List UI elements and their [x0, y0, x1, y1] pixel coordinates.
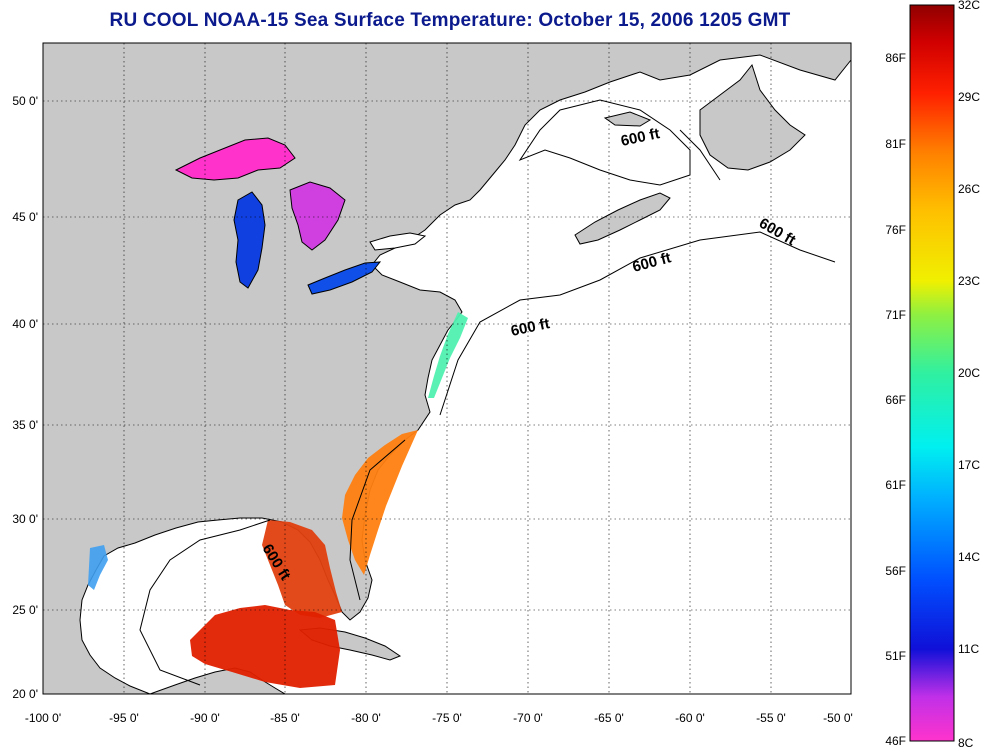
- lat-tick: 30 0': [12, 512, 38, 526]
- sst-texas-coast: [88, 545, 108, 590]
- lon-tick: -85 0': [270, 711, 300, 725]
- lon-tick: -100 0': [25, 711, 61, 725]
- lon-tick: -95 0': [109, 711, 139, 725]
- colorbar-f-label: 76F: [885, 223, 906, 237]
- colorbar-f-label: 81F: [885, 137, 906, 151]
- sst-gulf-south: [190, 605, 340, 688]
- colorbar-c-label: 8C: [958, 736, 974, 750]
- lat-tick: 35 0': [12, 418, 38, 432]
- lake-huron: [289, 181, 346, 251]
- lon-tick: -60 0': [675, 711, 705, 725]
- lon-tick: -75 0': [432, 711, 462, 725]
- lat-tick: 45 0': [12, 210, 38, 224]
- lat-tick: 40 0': [12, 317, 38, 331]
- contour-600ft: [139, 129, 836, 686]
- lon-tick: -80 0': [351, 711, 381, 725]
- colorbar-c-label: 29C: [958, 90, 980, 104]
- lake-michigan: [233, 191, 266, 289]
- colorbar-c-label: 20C: [958, 366, 980, 380]
- colorbar-celsius-labels: 32C 29C 26C 23C 20C 17C 14C 11C 8C: [958, 0, 980, 750]
- colorbar-f-label: 61F: [885, 478, 906, 492]
- land-nova-scotia: [574, 192, 671, 245]
- colorbar-c-label: 17C: [958, 458, 980, 472]
- lon-axis: -100 0' -95 0' -90 0' -85 0' -80 0' -75 …: [25, 711, 853, 725]
- colorbar-c-label: 23C: [958, 274, 980, 288]
- lat-tick: 25 0': [12, 603, 38, 617]
- colorbar-f-label: 46F: [885, 734, 906, 748]
- colorbar-f-label: 66F: [885, 393, 906, 407]
- lat-tick: 50 0': [12, 94, 38, 108]
- sst-gulfstream-swath: [342, 430, 418, 575]
- lake-ontario: [369, 232, 427, 251]
- lake-superior: [174, 137, 296, 181]
- lon-tick: -55 0': [756, 711, 786, 725]
- land-anticosti: [603, 111, 652, 127]
- lon-tick: -65 0': [594, 711, 624, 725]
- colorbar-c-label: 11C: [958, 642, 979, 656]
- colorbar-f-label: 71F: [885, 308, 906, 322]
- sst-midatlantic-swath: [428, 312, 468, 398]
- lake-erie: [307, 261, 382, 295]
- colorbar-c-label: 14C: [958, 550, 980, 564]
- sst-gulf-west: [262, 520, 342, 618]
- colorbar-f-label: 51F: [885, 649, 906, 663]
- colorbar-f-label: 56F: [885, 564, 906, 578]
- lon-tick: -70 0': [513, 711, 543, 725]
- map-frame: [42, 42, 852, 695]
- colorbar-c-label: 32C: [958, 0, 980, 12]
- lon-tick: -90 0': [190, 711, 220, 725]
- lat-tick: 20 0': [12, 687, 38, 701]
- colorbar: [909, 4, 955, 742]
- colorbar-f-label: 86F: [885, 51, 906, 65]
- land-newfoundland: [699, 63, 806, 171]
- map-title: RU COOL NOAA-15 Sea Surface Temperature:…: [109, 10, 791, 31]
- graticule: [43, 43, 851, 694]
- colorbar-fahrenheit-labels: 86F 81F 76F 71F 66F 61F 56F 51F 46F: [885, 51, 906, 748]
- lat-axis: 20 0' 25 0' 30 0' 35 0' 40 0' 45 0' 50 0…: [12, 94, 38, 701]
- lon-tick: -50 0': [823, 711, 853, 725]
- colorbar-c-label: 26C: [958, 182, 980, 196]
